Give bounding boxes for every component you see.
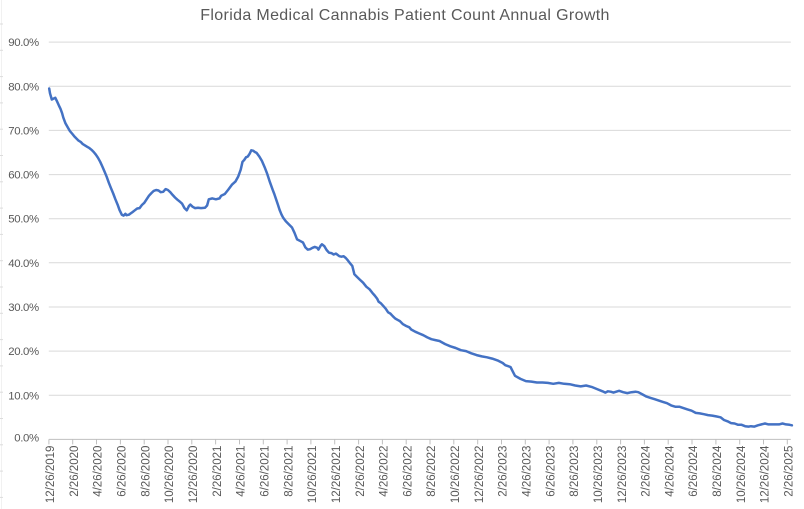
svg-text:12/26/2023: 12/26/2023 — [617, 446, 629, 504]
svg-text:6/26/2020: 6/26/2020 — [117, 446, 129, 497]
svg-text:10/26/2022: 10/26/2022 — [450, 446, 462, 504]
svg-text:10/26/2020: 10/26/2020 — [164, 446, 176, 504]
svg-text:4/26/2023: 4/26/2023 — [522, 446, 534, 497]
svg-text:2/26/2020: 2/26/2020 — [69, 446, 81, 497]
svg-text:10/26/2024: 10/26/2024 — [736, 445, 748, 503]
svg-text:4/26/2024: 4/26/2024 — [664, 445, 676, 497]
svg-text:70.0%: 70.0% — [8, 125, 39, 137]
svg-text:6/26/2021: 6/26/2021 — [260, 446, 272, 497]
svg-text:10/26/2021: 10/26/2021 — [307, 446, 319, 504]
svg-text:30.0%: 30.0% — [8, 302, 39, 314]
svg-text:40.0%: 40.0% — [8, 258, 39, 270]
svg-text:8/26/2021: 8/26/2021 — [283, 446, 295, 497]
svg-text:12/26/2021: 12/26/2021 — [331, 446, 343, 504]
svg-text:12/26/2024: 12/26/2024 — [760, 445, 772, 503]
svg-text:2/26/2021: 2/26/2021 — [212, 446, 224, 497]
svg-text:20.0%: 20.0% — [8, 346, 39, 358]
svg-text:90.0%: 90.0% — [8, 37, 39, 49]
svg-text:2/26/2025: 2/26/2025 — [784, 446, 796, 497]
svg-text:6/26/2023: 6/26/2023 — [545, 446, 557, 497]
svg-text:10.0%: 10.0% — [8, 390, 39, 402]
svg-text:80.0%: 80.0% — [8, 81, 39, 93]
svg-text:6/26/2022: 6/26/2022 — [402, 446, 414, 497]
svg-text:12/26/2019: 12/26/2019 — [45, 446, 57, 504]
svg-text:8/26/2024: 8/26/2024 — [712, 445, 724, 497]
svg-text:12/26/2020: 12/26/2020 — [188, 446, 200, 504]
svg-text:8/26/2023: 8/26/2023 — [569, 446, 581, 497]
svg-text:6/26/2024: 6/26/2024 — [688, 445, 700, 497]
svg-text:10/26/2023: 10/26/2023 — [593, 446, 605, 504]
svg-text:2/26/2024: 2/26/2024 — [641, 445, 653, 497]
svg-text:2/26/2022: 2/26/2022 — [355, 446, 367, 497]
svg-text:60.0%: 60.0% — [8, 170, 39, 182]
svg-text:8/26/2022: 8/26/2022 — [426, 446, 438, 497]
svg-text:2/26/2023: 2/26/2023 — [498, 446, 510, 497]
svg-text:8/26/2020: 8/26/2020 — [140, 446, 152, 497]
svg-text:4/26/2022: 4/26/2022 — [379, 446, 391, 497]
svg-text:50.0%: 50.0% — [8, 214, 39, 226]
svg-text:4/26/2020: 4/26/2020 — [93, 446, 105, 497]
svg-text:4/26/2021: 4/26/2021 — [236, 446, 248, 497]
svg-text:0.0%: 0.0% — [14, 433, 39, 445]
svg-text:12/26/2022: 12/26/2022 — [474, 446, 486, 504]
